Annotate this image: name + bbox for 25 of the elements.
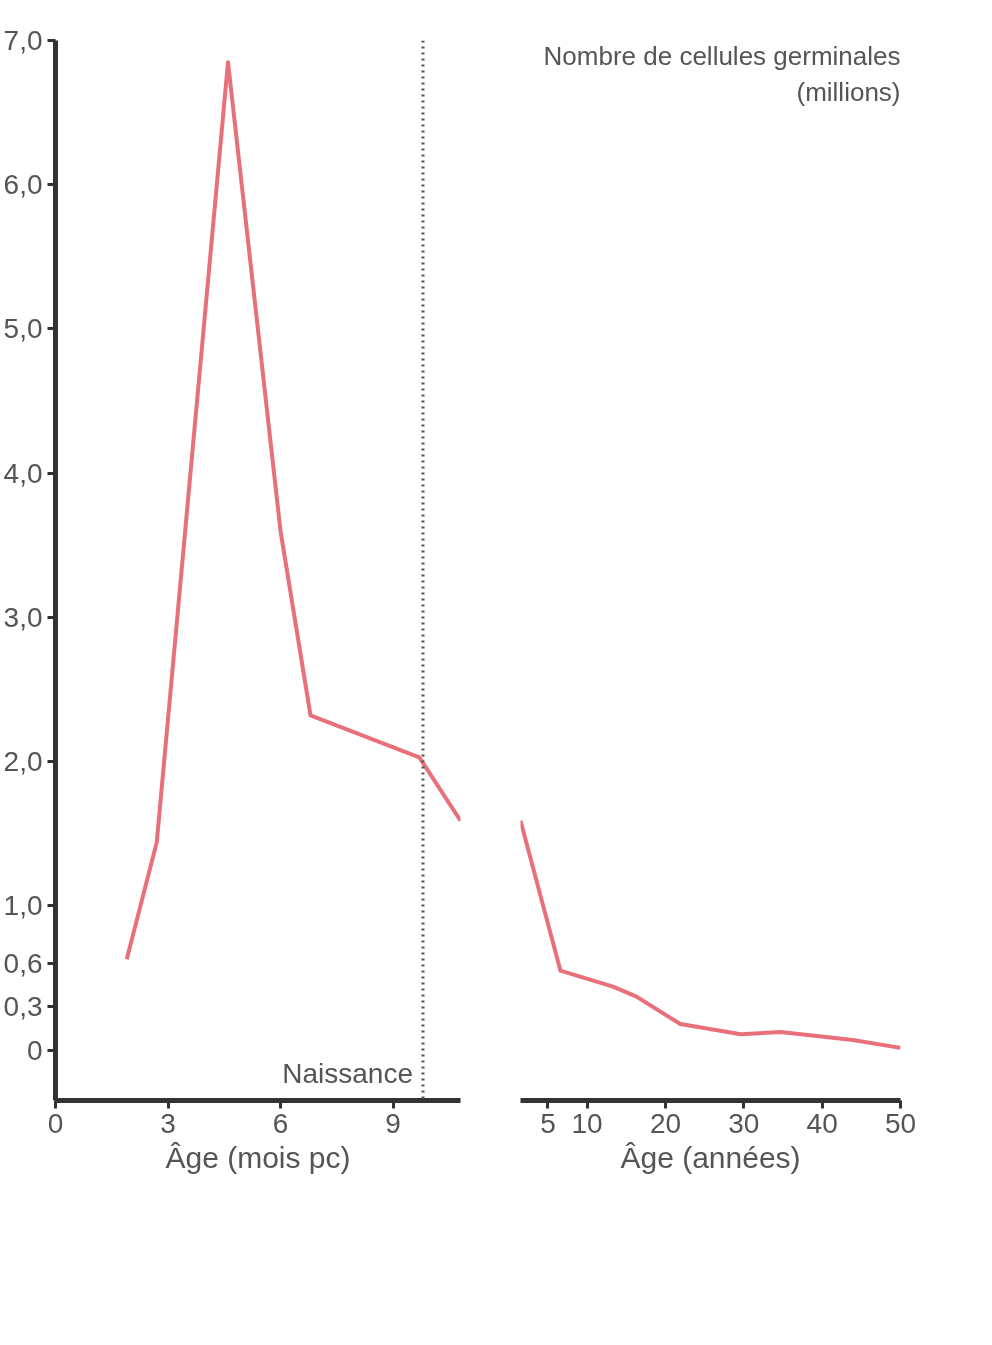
ref-line-label: Naissance [282,1057,413,1089]
x-tick-label: 6 [272,1107,289,1139]
y-tick-label: 4,0 [3,457,43,489]
x-tick-label: 20 [649,1107,682,1139]
y-tick-label: 1,0 [3,890,43,922]
y-tick-label: 3,0 [3,601,43,633]
x-tick-label: 30 [728,1107,760,1139]
x-axis-title: Âge (mois pc) [165,1140,351,1174]
x-tick-label: 40 [806,1107,838,1139]
x-tick-label: 50 [884,1107,917,1139]
y-tick-label: 5,0 [3,313,43,345]
x-tick-label: 5 [540,1107,556,1139]
y-tick-label: 6,0 [3,169,43,201]
x-axis-title: Âge (années) [620,1140,801,1174]
y-tick-label: 0,3 [3,991,43,1023]
x-tick-label: 10 [571,1107,603,1139]
y-tick-label: 0,6 [3,947,43,979]
y-tick-label: 7,0 [3,25,43,56]
x-tick-label: 0 [47,1107,64,1139]
x-tick-label: 3 [160,1107,176,1139]
x-tick-label: 9 [385,1107,401,1139]
y-tick-label: 2,0 [3,746,43,778]
line-series [124,60,461,962]
y-tick-label: 0 [26,1034,43,1066]
y-axis-title: Nombre de cellules germinales (millions) [543,40,901,107]
